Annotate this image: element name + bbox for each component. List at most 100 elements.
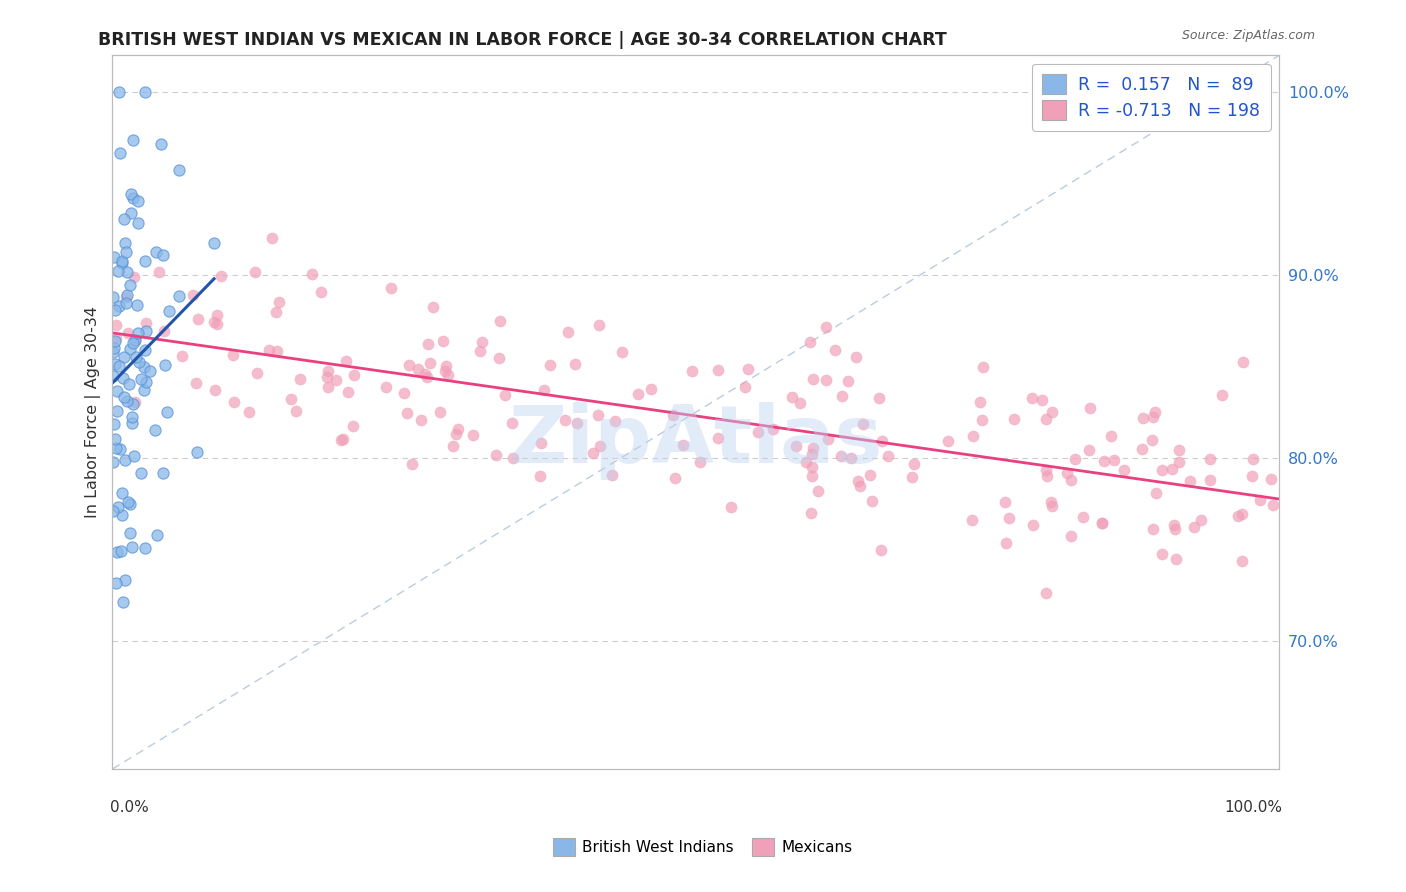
Point	[600, 468, 623, 483]
Text: ZipAtlas: ZipAtlas	[509, 401, 883, 480]
Point	[662, 409, 685, 423]
Point	[868, 391, 890, 405]
Point	[1035, 468, 1057, 483]
Point	[794, 455, 817, 469]
Point	[125, 351, 148, 365]
Point	[205, 317, 228, 331]
Point	[135, 375, 157, 389]
Point	[108, 85, 131, 99]
Point	[167, 162, 190, 177]
Point	[1211, 388, 1233, 402]
Point	[134, 360, 156, 375]
Point	[336, 384, 359, 399]
Point	[111, 486, 134, 500]
Point	[143, 423, 166, 437]
Point	[121, 540, 143, 554]
Point	[124, 334, 146, 348]
Point	[554, 413, 576, 427]
Point	[801, 372, 824, 386]
Point	[205, 308, 228, 322]
Point	[186, 445, 208, 459]
Point	[849, 479, 872, 493]
Y-axis label: In Labor Force | Age 30-34: In Labor Force | Age 30-34	[86, 306, 101, 518]
Point	[103, 504, 125, 518]
Point	[110, 442, 132, 457]
Point	[557, 325, 579, 339]
Point	[960, 513, 983, 527]
Point	[1167, 455, 1189, 469]
Point	[129, 466, 152, 480]
Point	[681, 364, 703, 378]
Point	[118, 278, 141, 293]
Point	[588, 318, 610, 333]
Text: Source: ZipAtlas.com: Source: ZipAtlas.com	[1181, 29, 1315, 42]
Point	[134, 541, 156, 555]
Point	[801, 447, 824, 461]
Point	[799, 334, 821, 349]
Point	[1199, 451, 1222, 466]
Point	[124, 395, 146, 409]
Point	[209, 268, 232, 283]
Point	[640, 382, 662, 396]
Point	[132, 383, 155, 397]
Point	[418, 337, 440, 351]
Point	[998, 511, 1021, 525]
Point	[112, 211, 135, 226]
Point	[737, 362, 759, 376]
Point	[494, 388, 516, 402]
Point	[1240, 469, 1263, 483]
Point	[118, 498, 141, 512]
Point	[689, 455, 711, 469]
Point	[110, 544, 132, 558]
Point	[969, 394, 991, 409]
Point	[202, 315, 225, 329]
Point	[962, 429, 984, 443]
Point	[1261, 498, 1284, 512]
Point	[411, 413, 433, 427]
Point	[780, 390, 803, 404]
Point	[789, 396, 811, 410]
Point	[152, 247, 174, 261]
Point	[446, 427, 468, 442]
Point	[1060, 529, 1083, 543]
Point	[103, 341, 125, 355]
Point	[1152, 462, 1174, 476]
Point	[432, 334, 454, 348]
Point	[108, 359, 131, 373]
Point	[135, 324, 157, 338]
Point	[114, 235, 136, 250]
Text: BRITISH WEST INDIAN VS MEXICAN IN LABOR FORCE | AGE 30-34 CORRELATION CHART: BRITISH WEST INDIAN VS MEXICAN IN LABOR …	[98, 31, 948, 49]
Point	[153, 359, 176, 373]
Point	[134, 343, 156, 358]
Point	[603, 414, 626, 428]
Point	[436, 359, 458, 374]
Point	[627, 386, 650, 401]
Point	[114, 390, 136, 404]
Point	[1164, 523, 1187, 537]
Point	[118, 525, 141, 540]
Point	[1060, 473, 1083, 487]
Point	[114, 452, 136, 467]
Point	[830, 450, 852, 464]
Point	[120, 187, 142, 202]
Point	[419, 356, 441, 370]
Point	[1199, 473, 1222, 487]
Point	[1226, 508, 1249, 523]
Point	[502, 450, 524, 465]
Point	[332, 433, 354, 447]
Point	[104, 334, 127, 348]
Point	[181, 288, 204, 302]
Point	[156, 405, 179, 419]
Point	[612, 345, 634, 359]
Point	[184, 376, 207, 391]
Point	[664, 471, 686, 485]
Point	[335, 354, 357, 368]
Point	[1163, 518, 1185, 533]
Point	[970, 413, 993, 427]
Point	[125, 297, 148, 311]
Point	[202, 235, 225, 250]
Point	[114, 573, 136, 587]
Point	[128, 354, 150, 368]
Point	[1091, 516, 1114, 530]
Point	[801, 441, 824, 455]
